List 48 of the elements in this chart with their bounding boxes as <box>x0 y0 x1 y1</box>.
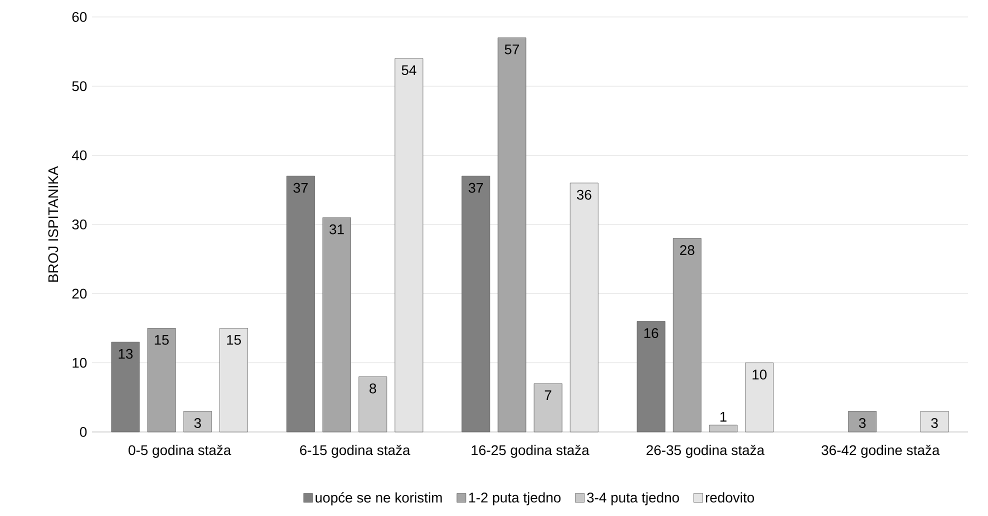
bar <box>462 176 490 432</box>
legend-label: 3-4 puta tjedno <box>587 492 679 506</box>
data-label: 15 <box>154 335 169 345</box>
data-label: 15 <box>227 335 241 345</box>
bar <box>394 58 424 432</box>
legend-label: 1-2 puta tjedno <box>469 492 561 506</box>
x-tick-label: 26-35 godina staža <box>646 444 765 458</box>
bar <box>534 383 562 432</box>
legend-label: uopće se ne koristim <box>316 492 442 506</box>
y-tick-label: 30 <box>72 220 87 230</box>
data-label: 16 <box>644 328 658 338</box>
data-label: 13 <box>118 348 133 359</box>
data-label: 10 <box>752 370 767 380</box>
legend-label: redovito <box>706 492 754 503</box>
y-tick-label: 60 <box>72 12 87 22</box>
y-tick-label: 10 <box>72 358 87 368</box>
data-label: 28 <box>680 245 694 256</box>
bar <box>358 376 388 432</box>
y-tick-label: 0 <box>80 427 87 437</box>
x-tick-label: 6-15 godina staža <box>300 444 410 458</box>
data-label: 1 <box>720 412 726 422</box>
data-label: 7 <box>544 390 552 400</box>
data-label: 3 <box>859 418 866 428</box>
bar <box>636 321 666 432</box>
bar <box>920 411 949 432</box>
bar <box>286 176 315 432</box>
y-tick-label: 20 <box>72 288 87 299</box>
data-label: 3 <box>194 418 201 428</box>
y-tick-label: 40 <box>72 150 87 160</box>
y-axis-title: BROJ ISPITANIKA <box>48 166 58 282</box>
bar <box>220 328 248 432</box>
bar <box>111 342 140 432</box>
data-label: 3 <box>931 418 938 428</box>
bar <box>183 411 212 432</box>
data-label: 37 <box>468 182 483 193</box>
data-label: 37 <box>293 182 308 193</box>
x-tick-label: 0-5 godina staža <box>128 444 232 458</box>
data-label: 54 <box>402 65 416 76</box>
bar <box>709 424 738 432</box>
bar <box>745 362 774 432</box>
x-tick-label: 16-25 godina staža <box>472 444 590 458</box>
data-label: 57 <box>504 44 520 54</box>
data-label: 31 <box>330 224 344 234</box>
bar <box>570 182 598 432</box>
x-tick-label: 36-42 godine staža <box>822 444 940 458</box>
data-label: 36 <box>576 190 592 200</box>
data-label: 8 <box>370 383 376 394</box>
y-tick-label: 50 <box>72 81 87 92</box>
